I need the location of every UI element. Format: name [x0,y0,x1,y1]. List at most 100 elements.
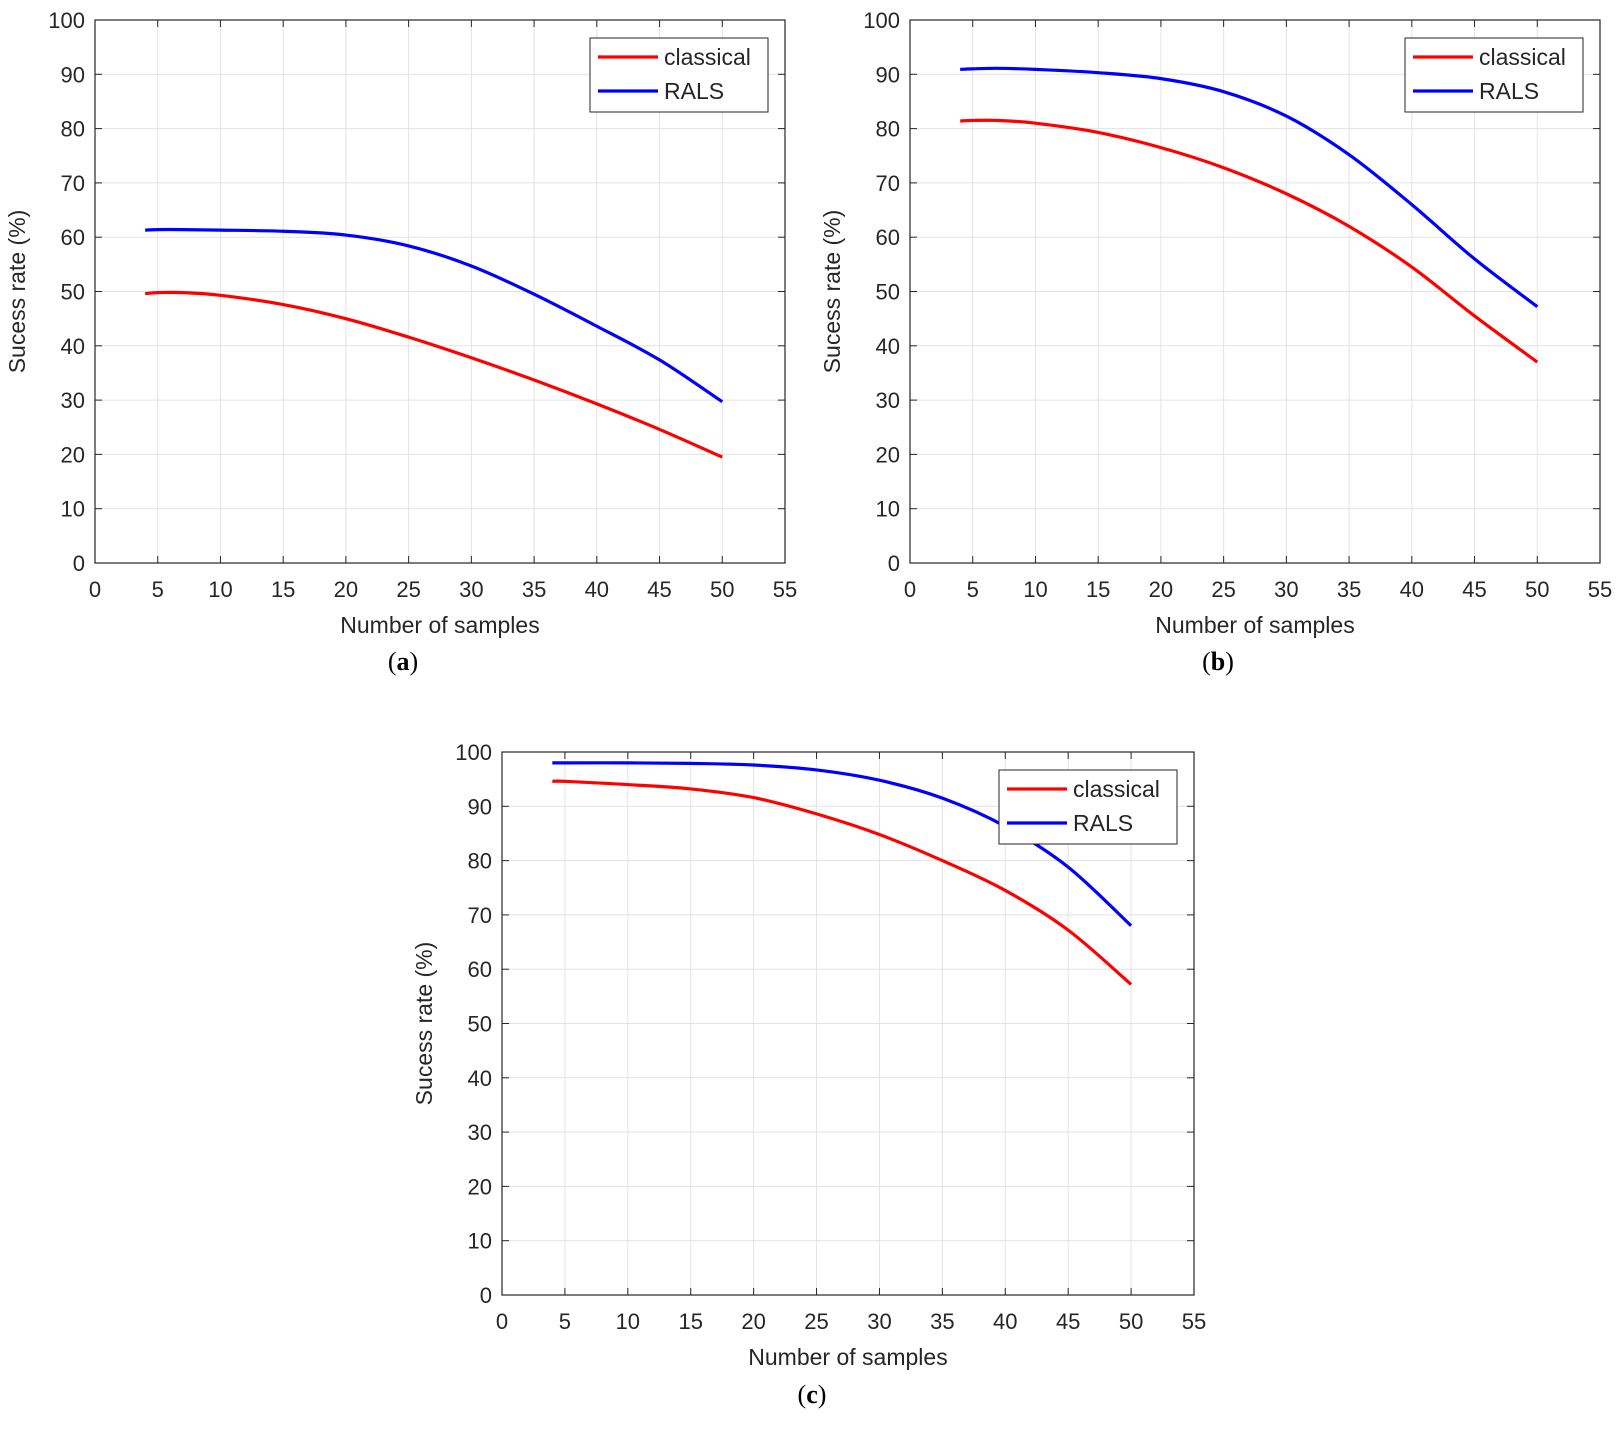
x-tick-label: 45 [647,577,671,602]
y-tick-label: 10 [468,1229,492,1254]
y-tick-label: 30 [61,388,85,413]
x-tick-label: 5 [559,1309,571,1334]
y-tick-label: 50 [61,280,85,305]
x-tick-label: 15 [678,1309,702,1334]
y-tick-label: 70 [468,903,492,928]
legend: classical RALS [589,37,769,113]
y-axis-label: Sucess rate (%) [4,210,30,374]
series-line-rals [145,227,724,404]
legend: classical RALS [1404,37,1584,113]
y-tick-label: 10 [876,497,900,522]
x-tick-label: 35 [1337,577,1361,602]
subfigure-caption-letter: b [1211,647,1225,676]
x-tick-label: 10 [208,577,232,602]
series-line-classical [145,290,723,459]
x-tick-label: 45 [1056,1309,1080,1334]
x-tick-label: 50 [1119,1309,1143,1334]
x-tick-label: 15 [271,577,295,602]
x-tick-label: 30 [867,1309,891,1334]
chart-a: 0 5 10 15 20 25 30 35 40 45 50 55 0 10 20 30 40 50 60 70 80 9… [4,8,797,676]
legend: classical RALS [998,769,1178,845]
y-tick-label: 100 [455,740,492,765]
legend-label-rals: RALS [1479,78,1539,104]
x-tick-label: 45 [1462,577,1486,602]
y-tick-label: 30 [468,1120,492,1145]
x-tick-label: 25 [1211,577,1235,602]
legend-label-classical: classical [1073,776,1160,802]
x-tick-label: 10 [1023,577,1047,602]
x-tick-label: 40 [585,577,609,602]
y-tick-label: 60 [876,225,900,250]
subfigure-caption: (a) [388,647,418,676]
y-tick-label: 30 [876,388,900,413]
legend-label-classical: classical [1479,44,1566,70]
y-tick-label: 50 [468,1012,492,1037]
x-tick-label: 40 [993,1309,1017,1334]
x-tick-label: 0 [904,577,916,602]
series-line-rals [960,66,1539,308]
y-axis-label: Sucess rate (%) [819,210,845,374]
subfigure-caption-letter: a [397,647,410,676]
subfigure-caption: (c) [798,1380,827,1409]
x-tick-label: 30 [1274,577,1298,602]
y-tick-label: 100 [863,8,900,33]
x-tick-label: 55 [1182,1309,1206,1334]
y-tick-label: 0 [73,551,85,576]
series-line-classical [552,779,1133,986]
y-tick-label: 80 [876,117,900,142]
y-tick-label: 80 [61,117,85,142]
y-tick-label: 0 [888,551,900,576]
x-tick-label: 35 [522,577,546,602]
x-tick-label: 30 [459,577,483,602]
legend-label-rals: RALS [1073,810,1133,836]
x-axis-label: Number of samples [748,1344,947,1370]
y-tick-label: 70 [61,171,85,196]
x-tick-label: 35 [930,1309,954,1334]
y-tick-label: 10 [61,497,85,522]
x-tick-label: 55 [1588,577,1612,602]
y-tick-label: 60 [468,957,492,982]
x-tick-label: 20 [1149,577,1173,602]
x-tick-label: 15 [1086,577,1110,602]
y-tick-label: 80 [468,849,492,874]
x-tick-label: 0 [496,1309,508,1334]
subfigure-caption: (b) [1202,647,1234,676]
y-tick-label: 20 [876,442,900,467]
x-tick-label: 50 [1525,577,1549,602]
x-tick-label: 5 [967,577,979,602]
x-tick-label: 10 [616,1309,640,1334]
y-tick-label: 50 [876,280,900,305]
y-tick-label: 90 [61,62,85,87]
legend-label-classical: classical [664,44,751,70]
x-tick-label: 50 [710,577,734,602]
x-tick-label: 5 [152,577,164,602]
y-tick-label: 90 [468,794,492,819]
x-tick-label: 20 [741,1309,765,1334]
y-tick-label: 40 [61,334,85,359]
y-tick-label: 100 [48,8,85,33]
y-tick-label: 20 [468,1174,492,1199]
y-tick-label: 40 [876,334,900,359]
legend-label-rals: RALS [664,78,724,104]
legend-box [998,769,1178,845]
y-tick-label: 0 [480,1283,492,1308]
y-axis-label: Sucess rate (%) [411,942,437,1106]
series-line-classical [960,118,1539,364]
y-tick-label: 20 [61,442,85,467]
x-tick-label: 40 [1400,577,1424,602]
x-tick-label: 25 [396,577,420,602]
y-tick-label: 90 [876,62,900,87]
legend-box [589,37,769,113]
legend-box [1404,37,1584,113]
x-tick-label: 20 [334,577,358,602]
chart-c: 0 5 10 15 20 25 30 35 40 45 50 55 0 10 20 30 40 50 60 70 80 9… [411,740,1206,1409]
x-tick-label: 25 [804,1309,828,1334]
y-tick-label: 60 [61,225,85,250]
x-tick-label: 55 [773,577,797,602]
y-tick-label: 40 [468,1066,492,1091]
x-axis-label: Number of samples [1155,612,1354,638]
series-line-rals [552,761,1133,927]
y-tick-label: 70 [876,171,900,196]
x-tick-label: 0 [89,577,101,602]
